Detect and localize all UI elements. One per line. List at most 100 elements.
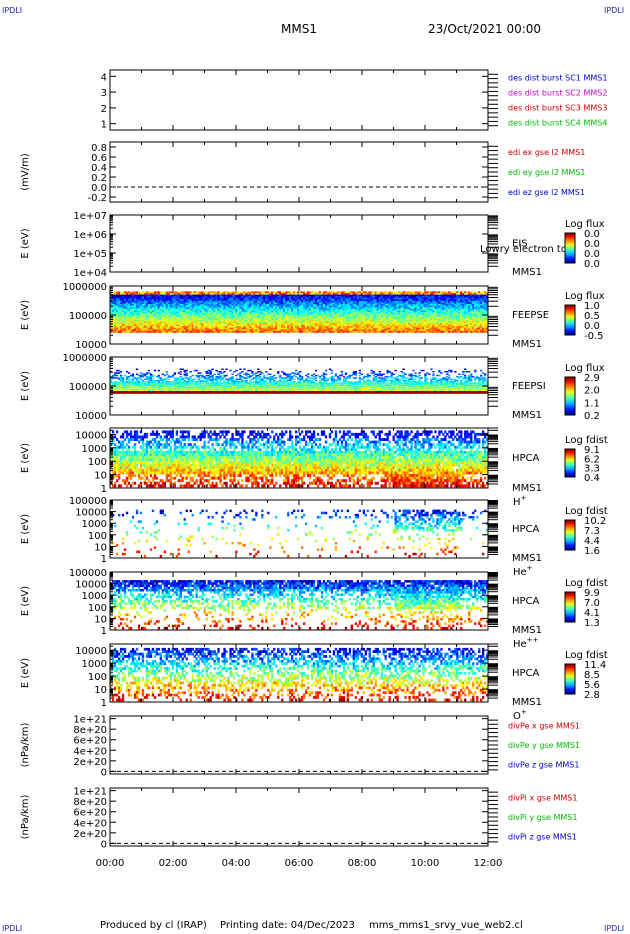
heatmap-cell <box>273 299 276 302</box>
heatmap-cell <box>346 296 349 299</box>
heatmap-cell <box>279 311 282 314</box>
heatmap-cell <box>297 302 300 305</box>
heatmap-cell <box>239 313 242 316</box>
heatmap-cell <box>307 297 310 300</box>
heatmap-cell <box>121 299 125 302</box>
heatmap-cell <box>301 315 304 317</box>
heatmap-cell <box>261 319 264 322</box>
heatmap-cell <box>119 330 123 333</box>
heatmap-cell <box>223 324 226 327</box>
heatmap-cell <box>239 323 242 325</box>
heatmap-cell <box>207 307 210 310</box>
heatmap-cell <box>114 308 117 311</box>
heatmap-cell <box>307 293 310 295</box>
heatmap-cell <box>227 315 230 317</box>
heatmap-cell <box>350 305 353 308</box>
heatmap-cell <box>235 291 238 294</box>
heatmap-cell <box>249 297 252 300</box>
heatmap-cell <box>310 323 314 325</box>
heatmap-cell <box>350 293 353 295</box>
heatmap-cell <box>295 318 298 321</box>
heatmap-cell <box>340 313 344 316</box>
heatmap-cell <box>269 305 272 308</box>
heatmap-cell <box>344 307 348 310</box>
heatmap-cell <box>167 315 170 317</box>
heatmap-cell <box>312 305 316 308</box>
heatmap-cell <box>237 323 240 325</box>
heatmap-cell <box>352 324 355 327</box>
heatmap-cell <box>289 315 292 317</box>
heatmap-cell <box>139 319 143 322</box>
heatmap-cell <box>127 296 131 299</box>
heatmap-cell <box>135 304 139 306</box>
heatmap-cell <box>229 299 232 302</box>
heatmap-cell <box>165 326 168 328</box>
heatmap-cell <box>338 311 342 314</box>
heatmap-cell <box>249 321 252 324</box>
heatmap-cell <box>239 293 242 295</box>
heatmap-cell <box>326 308 330 311</box>
heatmap-cell <box>149 308 153 311</box>
heatmap-cell <box>201 307 204 310</box>
heatmap-cell <box>352 315 355 317</box>
heatmap-cell <box>470 330 473 333</box>
heatmap-cell <box>197 316 200 319</box>
heatmap-cell <box>271 296 274 299</box>
heatmap-cell <box>223 307 226 310</box>
heatmap-cell <box>243 327 246 330</box>
heatmap-cell <box>215 308 218 311</box>
heatmap-cell <box>326 291 330 294</box>
heatmap-cell <box>316 316 320 319</box>
heatmap-cell <box>336 330 340 333</box>
heatmap-cell <box>255 315 258 317</box>
heatmap-cell <box>340 294 344 297</box>
heatmap-cell <box>177 315 180 317</box>
heatmap-cell <box>253 324 256 327</box>
heatmap-cell <box>207 326 210 328</box>
heatmap-cell <box>303 330 306 333</box>
heatmap-cell <box>303 321 306 324</box>
heatmap-cell <box>326 304 330 306</box>
heatmap-cell <box>277 310 280 313</box>
heatmap-cell <box>340 324 344 327</box>
heatmap-cell <box>259 315 262 317</box>
heatmap-cell <box>165 315 168 317</box>
heatmap-cell <box>153 329 157 332</box>
heatmap-cell <box>293 319 296 322</box>
heatmap-cell <box>215 294 218 297</box>
heatmap-cell <box>326 324 330 327</box>
heatmap-cell <box>308 326 312 328</box>
heatmap-cell <box>247 311 250 314</box>
heatmap-cell <box>348 305 351 308</box>
heatmap-cell <box>267 307 270 310</box>
heatmap-cell <box>277 294 280 297</box>
heatmap-cell <box>245 326 248 328</box>
heatmap-cell <box>392 330 395 333</box>
heatmap-cell <box>119 316 123 319</box>
heatmap-cell <box>129 308 133 311</box>
heatmap-cell <box>145 299 149 302</box>
heatmap-cell <box>119 329 123 332</box>
heatmap-cell <box>263 304 266 306</box>
heatmap-cell <box>340 318 344 321</box>
heatmap-cell <box>354 302 357 305</box>
heatmap-cell <box>330 311 334 314</box>
heatmap-cell <box>245 302 248 305</box>
heatmap-cell <box>301 323 304 325</box>
heatmap-cell <box>320 293 324 295</box>
heatmap-cell <box>344 300 348 303</box>
heatmap-cell <box>193 307 196 310</box>
heatmap-cell <box>112 299 115 302</box>
heatmap-cell <box>233 294 236 297</box>
heatmap-cell <box>153 323 157 325</box>
heatmap-cell <box>179 318 182 321</box>
heatmap-cell <box>137 311 141 314</box>
heatmap-cell <box>189 330 192 333</box>
heatmap-cell <box>131 323 135 325</box>
heatmap-cell <box>201 315 204 317</box>
heatmap-cell <box>189 297 192 300</box>
heatmap-cell <box>314 300 318 303</box>
heatmap-cell <box>177 330 180 333</box>
heatmap-cell <box>318 327 322 330</box>
heatmap-cell <box>277 297 280 300</box>
